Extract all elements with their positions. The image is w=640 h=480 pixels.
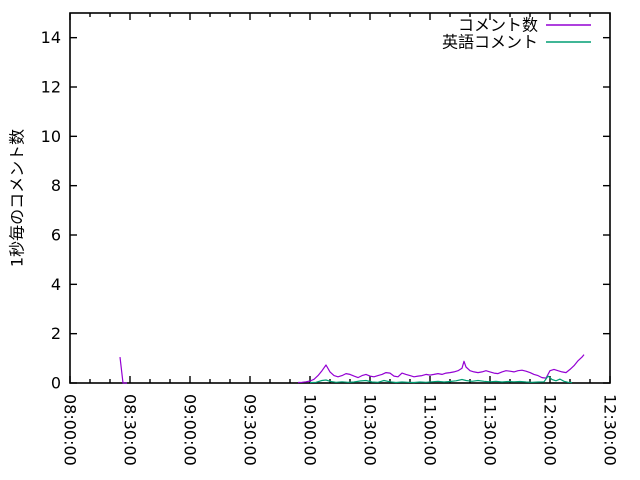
y-axis-label: 1秒毎のコメント数	[8, 129, 27, 267]
y-tick-label: 8	[51, 176, 61, 195]
x-tick-label: 11:30:00	[481, 394, 500, 466]
series-line-0	[297, 354, 585, 384]
series-lines	[119, 354, 585, 384]
x-tick-label: 10:30:00	[361, 394, 380, 466]
y-tick-label: 14	[41, 28, 61, 47]
y-tick-label: 6	[51, 226, 61, 245]
series-line-0	[119, 357, 127, 384]
plot-border	[69, 12, 611, 384]
x-tick-label: 11:00:00	[421, 394, 440, 466]
x-tick-label: 12:00:00	[541, 394, 560, 466]
x-tick-label: 09:30:00	[241, 394, 260, 466]
y-tick-label: 10	[41, 127, 61, 146]
series-line-1	[309, 375, 573, 384]
x-tick-label: 09:00:00	[181, 394, 200, 466]
x-axis-ticks: 08:00:00 08:30:00 09:00:00 09:30:00 10:00:00…	[61, 13, 620, 466]
y-tick-label: 2	[51, 324, 61, 343]
x-tick-label: 08:30:00	[121, 394, 140, 466]
x-tick-label: 12:30:00	[601, 394, 620, 466]
x-tick-label: 08:00:00	[61, 394, 80, 466]
y-axis-ticks: 0 2 4 6 8 10 12 14	[41, 28, 610, 393]
legend-label: 英語コメント	[442, 33, 538, 52]
y-tick-label: 4	[51, 275, 61, 294]
x-tick-label: 10:00:00	[301, 394, 320, 466]
legend-label: コメント数	[458, 16, 538, 35]
y-tick-label: 0	[51, 374, 61, 393]
y-tick-label: 12	[41, 78, 61, 97]
